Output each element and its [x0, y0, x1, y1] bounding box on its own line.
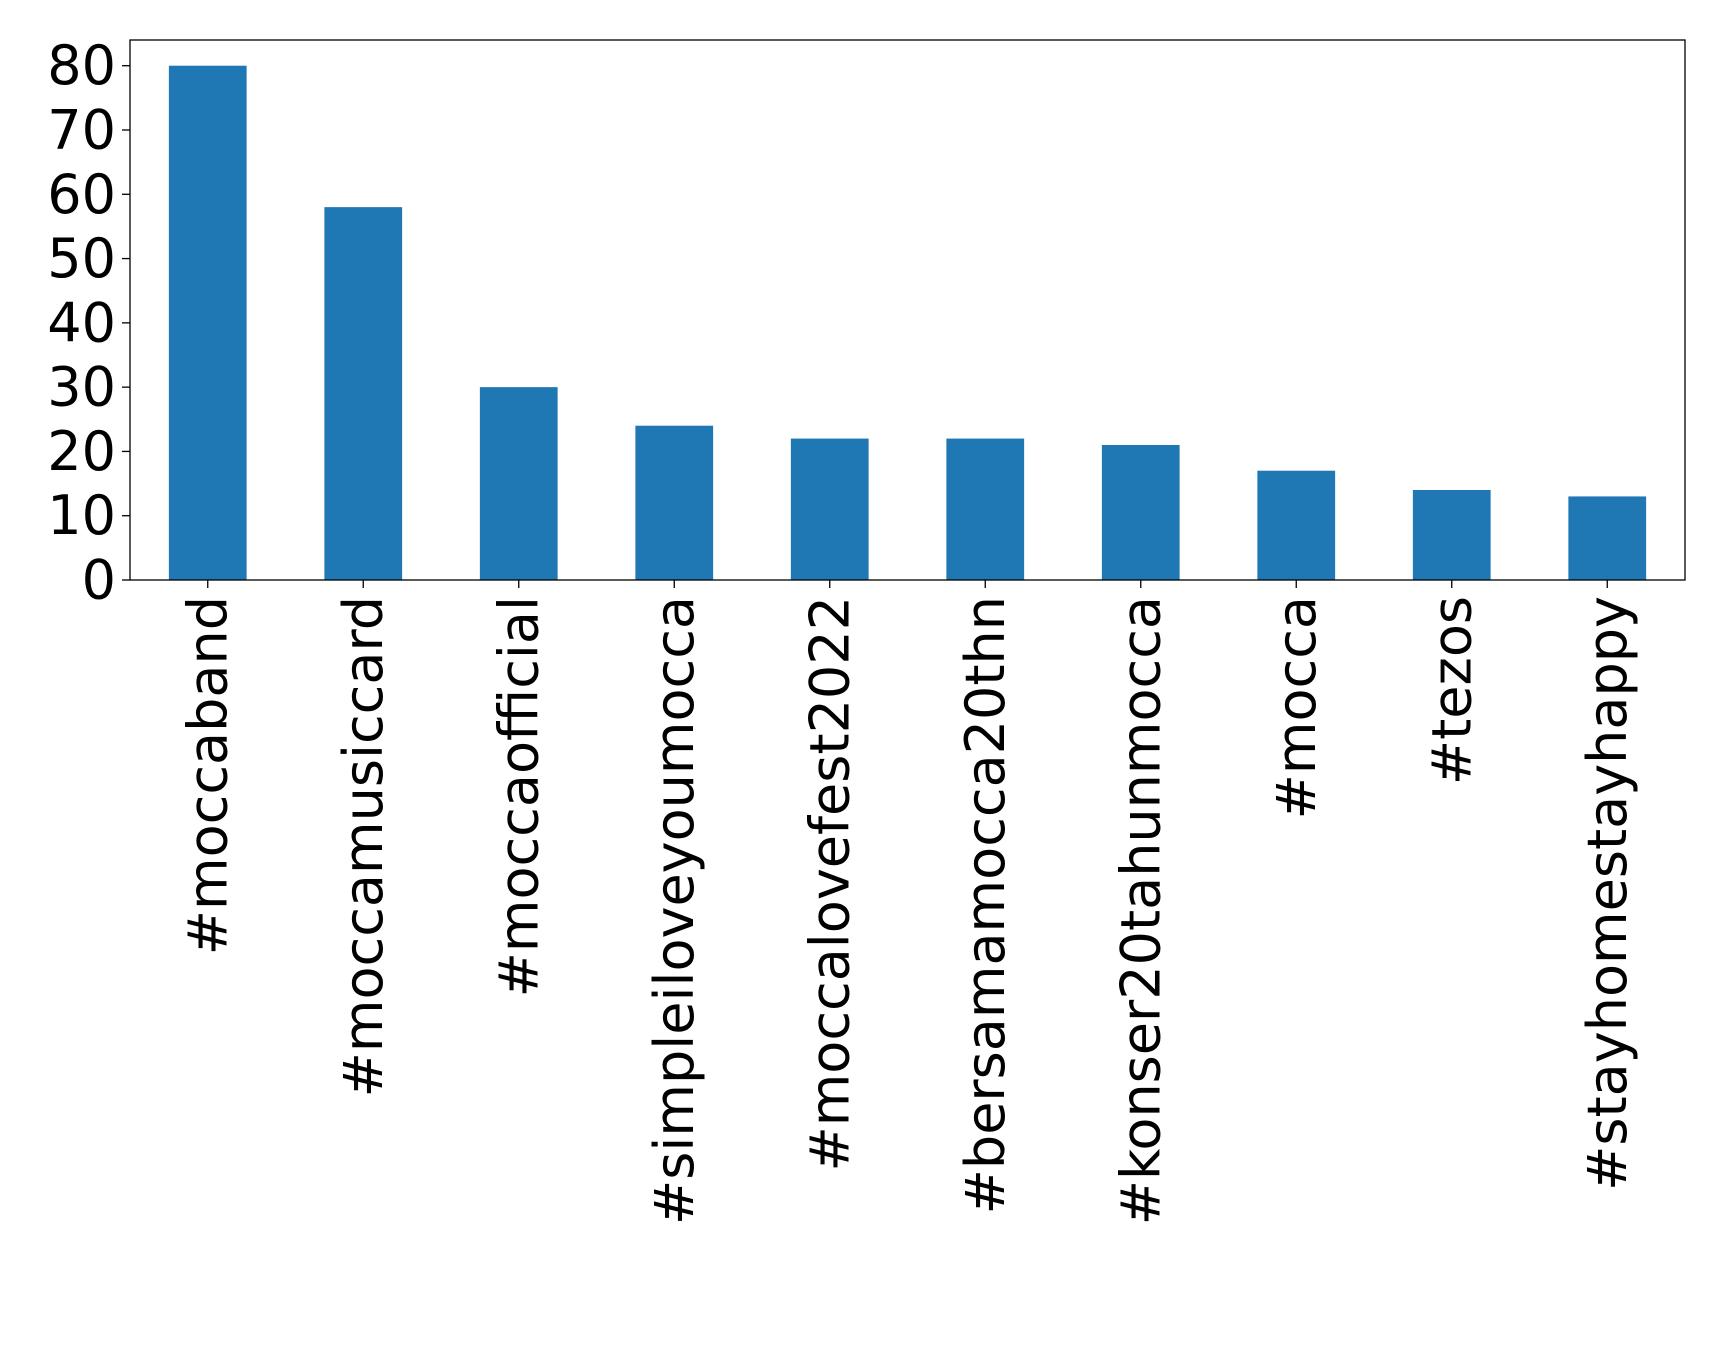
x-axis: #moccaband #moccamusiccard #moccaofficial #… [176, 580, 1639, 1225]
bar-8 [1412, 490, 1491, 580]
y-tick-label: 30 [47, 356, 116, 419]
x-tick-label: #moccaband [176, 596, 239, 955]
x-tick-label: #konser20tahunmocca [1109, 596, 1172, 1225]
bar-5 [946, 438, 1025, 580]
x-tick-label: #simpleiloveyoumocca [643, 596, 706, 1225]
y-tick-label: 40 [47, 291, 116, 354]
bar-1 [324, 207, 403, 580]
y-tick-label: 80 [47, 34, 116, 97]
bar-0 [168, 65, 247, 580]
bar-9 [1568, 496, 1647, 580]
bar-7 [1257, 470, 1336, 580]
y-tick-label: 0 [82, 549, 116, 612]
x-tick-label: #tezos [1420, 596, 1483, 785]
x-tick-label: #moccalovefest2022 [798, 596, 861, 1172]
y-tick-label: 60 [47, 163, 116, 226]
y-tick-label: 10 [47, 484, 116, 547]
x-tick-label: #mocca [1265, 596, 1328, 819]
x-tick-label: #stayhomestayhappy [1576, 596, 1639, 1191]
bar-4 [790, 438, 869, 580]
bar-6 [1101, 445, 1180, 580]
bar-2 [479, 387, 558, 580]
y-tick-label: 50 [47, 227, 116, 290]
x-tick-label: #moccamusiccard [332, 596, 395, 1097]
x-tick-label: #bersamamocca20thn [954, 596, 1017, 1214]
y-tick-label: 20 [47, 420, 116, 483]
plot-frame [129, 39, 1686, 581]
bar-3 [635, 425, 714, 580]
bars-group [168, 65, 1647, 580]
x-tick-label: #moccaofficial [487, 596, 550, 997]
y-tick-label: 70 [47, 99, 116, 162]
